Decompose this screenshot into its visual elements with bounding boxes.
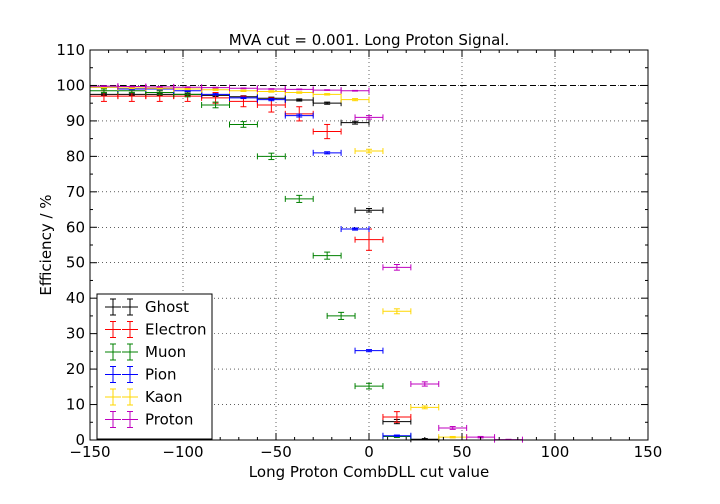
data-point [340, 87, 370, 94]
legend-label: Pion [145, 366, 177, 384]
data-point [229, 121, 258, 128]
data-point [312, 123, 342, 140]
data-point [340, 226, 370, 233]
data-point [312, 149, 342, 156]
data-point [284, 96, 314, 103]
data-point [410, 404, 440, 411]
series-pion [89, 84, 412, 439]
y-tick-label: 70 [66, 183, 85, 201]
y-tick-label: 50 [66, 254, 85, 272]
legend-entry-proton [105, 411, 138, 428]
x-tick-label: −50 [260, 443, 292, 461]
data-point [340, 119, 370, 126]
y-tick-label: 30 [66, 325, 85, 343]
data-point [354, 347, 384, 354]
data-point [382, 432, 412, 439]
series-electron [89, 90, 412, 423]
data-point [256, 152, 286, 161]
data-point [284, 194, 314, 203]
data-point [284, 89, 314, 96]
x-axis-title: Long Proton CombDLL cut value [249, 463, 489, 481]
legend-label: Ghost [145, 298, 189, 316]
data-point [340, 96, 370, 103]
data-points [89, 83, 523, 443]
data-point [354, 148, 384, 155]
data-point [354, 207, 384, 214]
y-tick-label: 60 [66, 218, 85, 236]
legend-entry-electron [105, 321, 138, 338]
x-tick-label: −100 [162, 443, 203, 461]
data-point [173, 84, 203, 91]
data-point [354, 382, 384, 390]
data-point [354, 228, 384, 251]
y-tick-label: 20 [66, 360, 85, 378]
legend-entry-muon [105, 343, 138, 361]
data-point [284, 112, 314, 119]
x-tick-label: 100 [541, 443, 570, 461]
data-point [89, 87, 119, 94]
legend-box [96, 293, 213, 440]
series-proton [89, 83, 523, 443]
chart-title: MVA cut = 0.001. Long Proton Signal. [229, 31, 510, 49]
x-tick-label: 150 [634, 443, 663, 461]
y-tick-label: 100 [56, 76, 85, 94]
y-tick-label: 110 [56, 41, 85, 59]
data-point [312, 251, 342, 260]
legend-label: Proton [145, 411, 193, 429]
data-point [410, 380, 440, 387]
data-point [312, 87, 342, 94]
y-tick-label: 0 [75, 431, 85, 449]
data-point [312, 100, 342, 107]
data-point [382, 411, 412, 423]
data-point [382, 264, 412, 271]
legend-entry-kaon [105, 388, 138, 406]
y-tick-label: 80 [66, 147, 85, 165]
x-tick-label: 50 [452, 443, 471, 461]
y-tick-label: 40 [66, 289, 85, 307]
data-point [256, 96, 286, 103]
data-point [201, 101, 230, 109]
legend-label: Electron [145, 321, 207, 339]
legend-entry-pion [105, 366, 138, 383]
legend: Ghost Electron Muon Pion Kaon Proton [96, 293, 213, 440]
axis-ticks: −150 −100 −50 0 50 100 150 0 10 20 30 40 50 60 70 80 90 1… [56, 41, 662, 461]
data-point [354, 114, 384, 121]
legend-label: Muon [145, 343, 186, 361]
y-axis-title: Efficiency / % [37, 194, 55, 295]
data-point [438, 424, 468, 431]
x-tick-label: −150 [69, 443, 110, 461]
data-point [312, 91, 342, 98]
x-tick-label: 0 [364, 443, 374, 461]
data-point [256, 86, 286, 92]
data-point [326, 311, 356, 320]
legend-entry-ghost [105, 298, 138, 316]
y-tick-label: 10 [66, 396, 85, 414]
y-tick-label: 90 [66, 112, 85, 130]
legend-label: Kaon [145, 388, 182, 406]
data-point [382, 308, 412, 315]
